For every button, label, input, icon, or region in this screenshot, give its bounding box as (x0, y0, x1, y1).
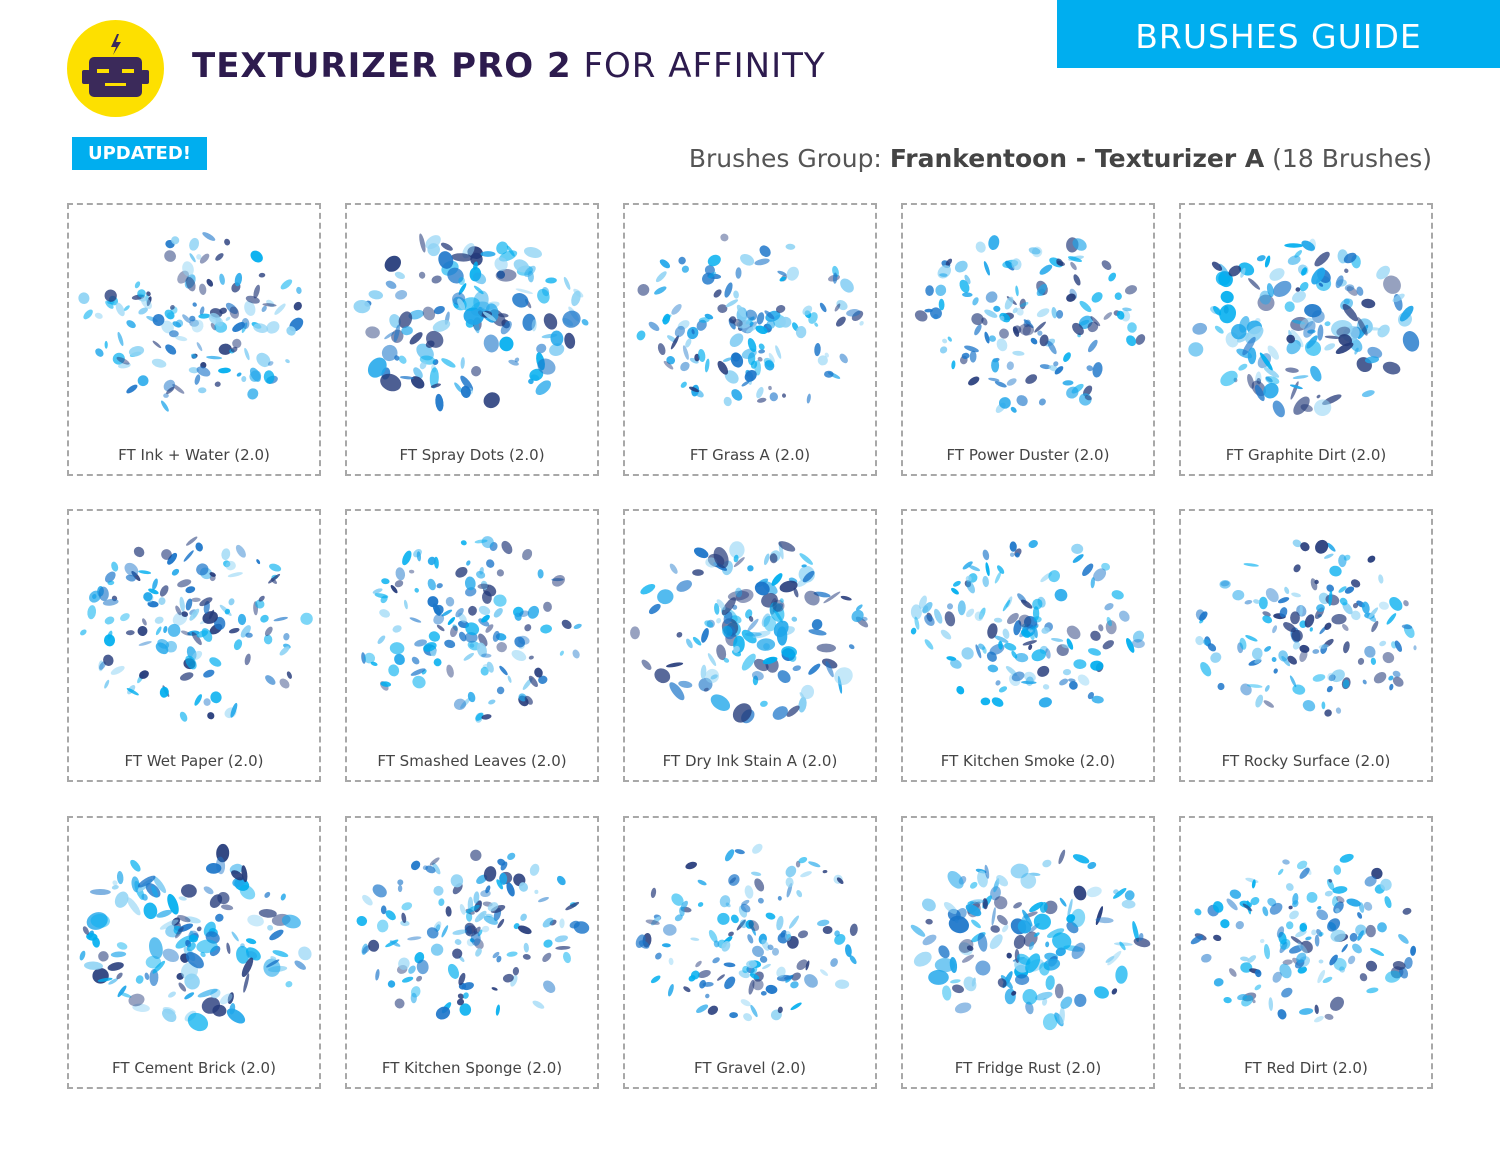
brush-stroke-preview (361, 536, 582, 723)
brush-card: FT Ink + Water (2.0) (67, 203, 321, 476)
brush-card: FT Fridge Rust (2.0) (901, 816, 1155, 1089)
brush-card: FT Grass A (2.0) (623, 203, 877, 476)
brush-label: FT Ink + Water (2.0) (118, 446, 270, 464)
brush-label: FT Kitchen Smoke (2.0) (940, 752, 1116, 770)
brush-card: FT Gravel (2.0) (623, 816, 877, 1089)
title-product: TEXTURIZER PRO 2 (192, 46, 572, 86)
group-prefix: Brushes Group: (688, 144, 890, 173)
group-name: Frankentoon - Texturizer A (889, 144, 1265, 173)
brush-stroke-preview (914, 235, 1146, 413)
brush-stroke-preview (79, 843, 312, 1032)
robot-logo-icon (67, 20, 164, 117)
brush-label: FT Fridge Rust (2.0) (954, 1059, 1102, 1077)
brush-card: FT Graphite Dirt (2.0) (1179, 203, 1433, 476)
brush-card: FT Rocky Surface (2.0) (1179, 509, 1433, 782)
brush-label: FT Spray Dots (2.0) (399, 446, 545, 464)
brush-card: FT Wet Paper (2.0) (67, 509, 321, 782)
group-count: (18 Brushes) (1264, 144, 1432, 173)
brush-label: FT Red Dirt (2.0) (1244, 1059, 1368, 1077)
brush-stroke-preview (80, 536, 313, 722)
brush-card: FT Cement Brick (2.0) (67, 816, 321, 1089)
brush-label: FT Power Duster (2.0) (946, 446, 1110, 464)
page-title: TEXTURIZER PRO 2 FOR AFFINITY (192, 46, 826, 86)
brush-card: FT Dry Ink Stain A (2.0) (623, 509, 877, 782)
updated-badge: UPDATED! (72, 137, 207, 170)
brush-label: FT Gravel (2.0) (694, 1059, 806, 1077)
brush-label: FT Dry Ink Stain A (2.0) (662, 752, 838, 770)
brush-stroke-preview (1190, 853, 1417, 1023)
brush-card: FT Power Duster (2.0) (901, 203, 1155, 476)
brush-label: FT Rocky Surface (2.0) (1221, 752, 1391, 770)
brush-stroke-preview (78, 232, 304, 412)
brush-card: FT Red Dirt (2.0) (1179, 816, 1433, 1089)
title-suffix: FOR AFFINITY (571, 46, 826, 86)
brush-grid: FT Ink + Water (2.0) FT Spray Dots (2.0) F… (67, 203, 1433, 1091)
brush-group-heading: Brushes Group: Frankentoon - Texturizer … (689, 144, 1432, 173)
brush-label: FT Grass A (2.0) (689, 446, 811, 464)
brush-label: FT Kitchen Sponge (2.0) (381, 1059, 563, 1077)
brush-stroke-preview (353, 233, 589, 412)
brush-card: FT Kitchen Sponge (2.0) (345, 816, 599, 1089)
brush-label: FT Graphite Dirt (2.0) (1225, 446, 1387, 464)
brush-label: FT Smashed Leaves (2.0) (377, 752, 567, 770)
brush-card: FT Smashed Leaves (2.0) (345, 509, 599, 782)
brush-stroke-preview (356, 849, 590, 1020)
brushes-guide-banner: BRUSHES GUIDE (1057, 0, 1500, 68)
brush-stroke-preview (910, 540, 1145, 708)
brush-card: FT Kitchen Smoke (2.0) (901, 509, 1155, 782)
brush-stroke-preview (1195, 539, 1417, 717)
brush-card: FT Spray Dots (2.0) (345, 203, 599, 476)
brush-stroke-preview (636, 233, 864, 407)
brush-stroke-preview (630, 541, 869, 724)
brush-stroke-preview (1188, 238, 1420, 418)
brush-stroke-preview (635, 843, 858, 1022)
brush-label: FT Cement Brick (2.0) (112, 1059, 276, 1077)
brush-label: FT Wet Paper (2.0) (124, 752, 264, 770)
brush-stroke-preview (910, 849, 1151, 1031)
